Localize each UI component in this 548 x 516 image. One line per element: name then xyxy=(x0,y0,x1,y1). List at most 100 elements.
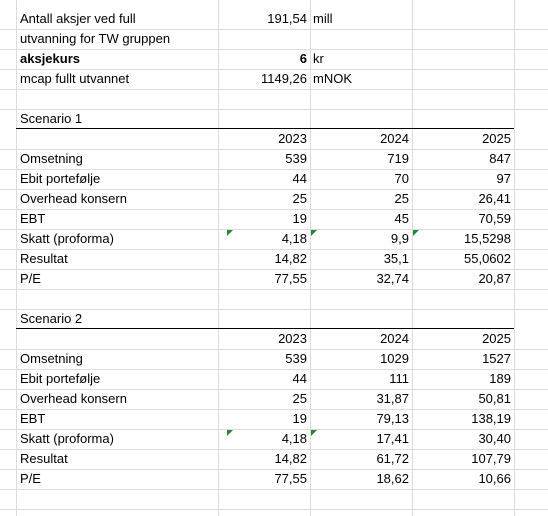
cell-s2-value[interactable]: 25 xyxy=(292,391,307,406)
cell-s2-value[interactable]: 79,13 xyxy=(376,411,409,426)
cell-s1-value[interactable]: 847 xyxy=(489,151,511,166)
cell-price-label[interactable]: aksjekurs xyxy=(20,51,80,66)
gridline xyxy=(0,429,548,430)
cell-s1-year-2024[interactable]: 2024 xyxy=(380,131,409,146)
cell-s1-value[interactable]: 19 xyxy=(292,211,307,226)
cell-mcap-value[interactable]: 1149,26 xyxy=(260,71,307,86)
cell-s1-value[interactable]: 44 xyxy=(292,171,307,186)
cell-s2-value[interactable]: 1527 xyxy=(482,351,511,366)
cell-scenario-2-title[interactable]: Scenario 2 xyxy=(20,311,83,326)
cell-s2-value[interactable]: 189 xyxy=(489,371,511,386)
cell-s1-value[interactable]: 719 xyxy=(387,151,409,166)
cell-shares-unit[interactable]: mill xyxy=(313,11,333,26)
cell-s1-value[interactable]: 4,18 xyxy=(281,231,307,246)
error-indicator-icon[interactable] xyxy=(227,430,233,436)
cell-s1-row-label[interactable]: Resultat xyxy=(20,251,68,266)
gridline xyxy=(310,0,311,516)
cell-s1-value[interactable]: 32,74 xyxy=(376,271,409,286)
gridline xyxy=(0,169,548,170)
error-indicator-icon[interactable] xyxy=(227,230,233,236)
gridline xyxy=(218,0,219,516)
error-indicator-icon[interactable] xyxy=(311,230,317,236)
gridline xyxy=(412,0,413,516)
scenario-2-underline xyxy=(16,328,514,329)
cell-s2-year-2023[interactable]: 2023 xyxy=(278,331,307,346)
cell-s2-value[interactable]: 1029 xyxy=(380,351,409,366)
gridline xyxy=(0,489,548,490)
cell-s1-value[interactable]: 20,87 xyxy=(478,271,511,286)
cell-s1-value[interactable]: 26,41 xyxy=(478,191,511,206)
cell-s1-row-label[interactable]: Skatt (proforma) xyxy=(20,231,114,246)
cell-s2-value[interactable]: 50,81 xyxy=(478,391,511,406)
cell-s2-value[interactable]: 10,66 xyxy=(478,471,511,486)
cell-s1-row-label[interactable]: EBT xyxy=(20,211,46,226)
cell-s1-value[interactable]: 15,5298 xyxy=(464,231,511,246)
cell-s1-value[interactable]: 97 xyxy=(496,171,511,186)
cell-s2-value[interactable]: 17,41 xyxy=(376,431,409,446)
cell-s1-value[interactable]: 55,0602 xyxy=(464,251,511,266)
cell-shares-value[interactable]: 191,54 xyxy=(267,11,307,26)
cell-s1-row-label[interactable]: Overhead konsern xyxy=(20,191,127,206)
cell-s1-value[interactable]: 539 xyxy=(285,151,307,166)
gridline xyxy=(0,89,548,90)
cell-s2-row-label[interactable]: Omsetning xyxy=(20,351,83,366)
cell-s2-value[interactable]: 44 xyxy=(292,371,307,386)
gridline xyxy=(0,509,548,510)
cell-s1-value[interactable]: 25 xyxy=(292,191,307,206)
cell-s2-year-2025[interactable]: 2025 xyxy=(482,331,511,346)
cell-s2-value[interactable]: 31,87 xyxy=(376,391,409,406)
cell-s2-value[interactable]: 138,19 xyxy=(471,411,511,426)
gridline xyxy=(0,289,548,290)
cell-s2-row-label[interactable]: Overhead konsern xyxy=(20,391,127,406)
cell-mcap-unit[interactable]: mNOK xyxy=(313,71,352,86)
cell-s2-row-label[interactable]: Skatt (proforma) xyxy=(20,431,114,446)
cell-s2-row-label[interactable]: P/E xyxy=(20,471,41,486)
gridline xyxy=(0,269,548,270)
cell-s2-value[interactable]: 539 xyxy=(285,351,307,366)
scenario-1-underline xyxy=(16,128,514,129)
cell-s2-row-label[interactable]: Resultat xyxy=(20,451,68,466)
cell-s2-value[interactable]: 18,62 xyxy=(376,471,409,486)
gridline xyxy=(0,349,548,350)
cell-price-value[interactable]: 6 xyxy=(299,51,307,66)
gridline xyxy=(16,0,17,516)
gridline xyxy=(0,409,548,410)
error-indicator-icon[interactable] xyxy=(413,230,419,236)
cell-s2-value[interactable]: 61,72 xyxy=(376,451,409,466)
cell-scenario-1-title[interactable]: Scenario 1 xyxy=(20,111,83,126)
cell-s1-value[interactable]: 45 xyxy=(394,211,409,226)
gridline xyxy=(0,209,548,210)
gridline xyxy=(0,29,548,30)
cell-s1-value[interactable]: 14,82 xyxy=(274,251,307,266)
cell-s2-value[interactable]: 19 xyxy=(292,411,307,426)
cell-s1-value[interactable]: 9,9 xyxy=(390,231,409,246)
cell-shares-label-2[interactable]: utvanning for TW gruppen xyxy=(20,31,171,46)
cell-s2-year-2024[interactable]: 2024 xyxy=(380,331,409,346)
cell-s1-value[interactable]: 25 xyxy=(394,191,409,206)
cell-mcap-label[interactable]: mcap fullt utvannet xyxy=(20,71,130,86)
error-indicator-icon[interactable] xyxy=(311,430,317,436)
gridline xyxy=(0,309,548,310)
cell-s2-value[interactable]: 107,79 xyxy=(471,451,511,466)
cell-s2-value[interactable]: 77,55 xyxy=(274,471,307,486)
cell-s2-value[interactable]: 30,40 xyxy=(478,431,511,446)
gridline xyxy=(0,449,548,450)
cell-s1-year-2025[interactable]: 2025 xyxy=(482,131,511,146)
cell-s1-year-2023[interactable]: 2023 xyxy=(278,131,307,146)
cell-s1-row-label[interactable]: Ebit portefølje xyxy=(20,171,101,186)
cell-s1-value[interactable]: 35,1 xyxy=(383,251,409,266)
cell-s1-value[interactable]: 77,55 xyxy=(274,271,307,286)
cell-s2-row-label[interactable]: Ebit portefølje xyxy=(20,371,101,386)
cell-s2-value[interactable]: 4,18 xyxy=(281,431,307,446)
cell-s2-value[interactable]: 111 xyxy=(389,371,409,386)
cell-shares-label-1[interactable]: Antall aksjer ved full xyxy=(20,11,136,26)
cell-s2-value[interactable]: 14,82 xyxy=(274,451,307,466)
cell-s1-row-label[interactable]: Omsetning xyxy=(20,151,83,166)
gridline xyxy=(514,0,515,516)
cell-price-unit[interactable]: kr xyxy=(313,51,324,66)
cell-s1-value[interactable]: 70,59 xyxy=(478,211,511,226)
cell-s2-row-label[interactable]: EBT xyxy=(20,411,46,426)
cell-s1-value[interactable]: 70 xyxy=(394,171,409,186)
cell-s1-row-label[interactable]: P/E xyxy=(20,271,41,286)
